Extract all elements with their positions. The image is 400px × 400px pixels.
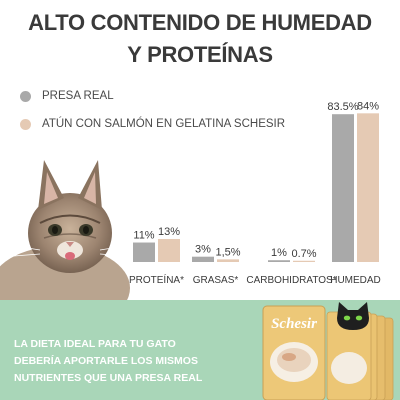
data-label-proteina-schesir: 13% [158, 226, 180, 238]
product-pouch-image: Schesir [262, 302, 394, 400]
category-label-carbohidratos: CARBOHIDRATOS* [246, 275, 336, 286]
title-line-1: ALTO CONTENIDO DE HUMEDAD [28, 10, 372, 35]
bar-carbohidratos-presa-real [268, 260, 290, 262]
legend-item-presa-real: PRESA REAL [20, 87, 114, 105]
data-label-grasas-presa-real: 3% [195, 244, 211, 256]
front-pouch: Schesir [262, 305, 326, 400]
kitten-image [0, 160, 130, 308]
legend-label-presa-real: PRESA REAL [42, 90, 114, 102]
title-line-2: Y PROTEÍNAS [127, 42, 273, 67]
black-cat-icon [337, 302, 369, 330]
bar-grasas-schesir [217, 259, 239, 262]
bar-humedad-schesir [357, 113, 379, 262]
banner-text-line-3: NUTRIENTES QUE UNA PRESA REAL [14, 372, 203, 384]
bar-proteina-presa-real [133, 242, 155, 262]
data-label-carbohidratos-schesir: 0.7% [291, 248, 316, 260]
category-label-humedad: HUMEDAD [330, 275, 381, 286]
data-label-humedad-presa-real: 83.5% [327, 101, 358, 113]
banner-text-line-2: DEBERÍA APORTARLE LOS MISMOS [14, 355, 198, 367]
product-brand: Schesir [271, 316, 317, 332]
pouch-stack [326, 311, 394, 400]
legend-item-schesir: ATÚN CON SALMÓN EN GELATINA SCHESIR [20, 115, 285, 133]
bar-humedad-presa-real [332, 114, 354, 262]
data-label-humedad-schesir: 84% [357, 100, 379, 112]
data-label-proteina-presa-real: 11% [133, 230, 154, 242]
category-label-grasas: GRASAS* [193, 275, 239, 286]
legend-swatch-schesir [20, 118, 31, 130]
bar-proteina-schesir [158, 238, 180, 262]
bar-carbohidratos-schesir [293, 260, 315, 262]
category-label-proteina: PROTEÍNA* [129, 273, 184, 286]
data-label-grasas-schesir: 1,5% [215, 246, 240, 258]
banner-text-line-1: LA DIETA IDEAL PARA TU GATO [14, 338, 176, 350]
data-label-carbohidratos-presa-real: 1% [271, 247, 287, 259]
legend-swatch-presa-real [20, 90, 31, 102]
legend-label-schesir: ATÚN CON SALMÓN EN GELATINA SCHESIR [42, 118, 286, 130]
bar-grasas-presa-real [192, 256, 214, 262]
